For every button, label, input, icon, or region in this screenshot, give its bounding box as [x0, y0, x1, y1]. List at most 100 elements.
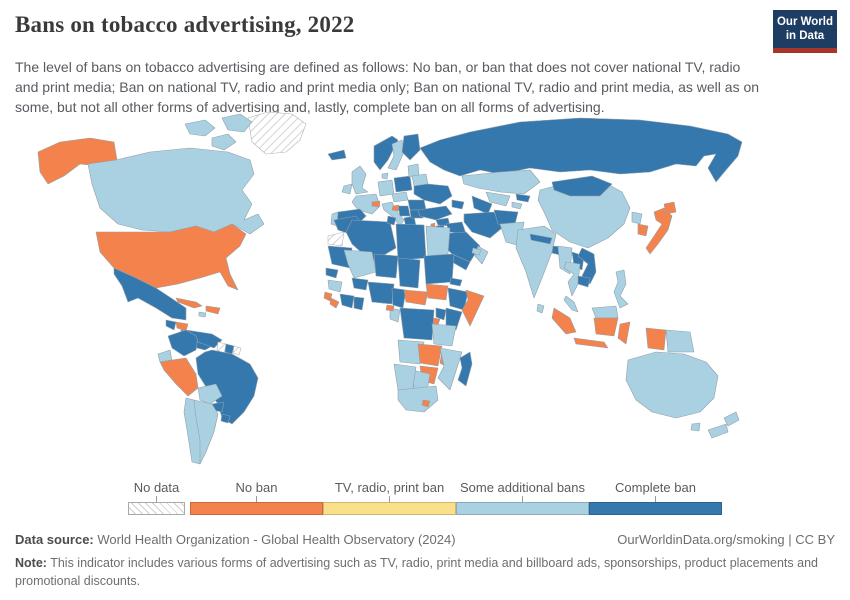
region-ukraine[interactable]: [413, 183, 453, 205]
region-mali[interactable]: [343, 249, 377, 279]
region-libya[interactable]: [395, 223, 427, 261]
region-central-europe[interactable]: [391, 191, 409, 203]
owid-logo[interactable]: Our World in Data: [773, 10, 837, 53]
region-new-zealand-north[interactable]: [723, 411, 740, 427]
region-liberia[interactable]: [329, 297, 340, 309]
region-western-sahara[interactable]: [327, 231, 345, 247]
region-honduras[interactable]: [175, 321, 189, 332]
region-chad[interactable]: [397, 257, 421, 289]
region-iran[interactable]: [463, 211, 503, 239]
region-ghana[interactable]: [353, 296, 365, 311]
region-zambia[interactable]: [417, 343, 443, 367]
region-canada-arctic1[interactable]: [184, 119, 216, 137]
region-mongolia[interactable]: [551, 175, 613, 197]
region-canada-arctic3[interactable]: [211, 133, 237, 151]
region-kenya[interactable]: [445, 307, 463, 331]
region-north-korea[interactable]: [631, 211, 643, 225]
region-caucasus[interactable]: [451, 199, 465, 210]
region-cuba[interactable]: [175, 297, 203, 309]
region-guatemala[interactable]: [165, 319, 177, 331]
region-romania[interactable]: [407, 199, 427, 211]
region-bolivia[interactable]: [197, 383, 223, 405]
region-denmark[interactable]: [381, 172, 389, 180]
region-indonesia-sulawesi[interactable]: [617, 321, 631, 345]
region-hispaniola[interactable]: [205, 305, 221, 315]
region-iceland[interactable]: [327, 149, 347, 161]
region-suriname[interactable]: [224, 343, 235, 355]
region-uae[interactable]: [471, 247, 482, 256]
region-sudan[interactable]: [423, 253, 455, 285]
region-philippines[interactable]: [613, 269, 629, 309]
region-indonesia-kalimantan[interactable]: [593, 317, 619, 337]
region-russia[interactable]: [419, 117, 743, 183]
legend-item-tv-radio-print[interactable]: TV, radio, print ban: [323, 480, 456, 515]
region-tasmania[interactable]: [690, 422, 701, 432]
region-tanzania[interactable]: [431, 323, 457, 347]
region-south-africa[interactable]: [397, 385, 439, 413]
region-equatorial-guinea[interactable]: [385, 304, 395, 312]
region-cote-divoire[interactable]: [339, 293, 355, 309]
region-egypt[interactable]: [425, 225, 451, 257]
region-indonesia-java[interactable]: [573, 337, 609, 349]
region-sri-lanka[interactable]: [536, 303, 545, 314]
region-serbia[interactable]: [397, 205, 411, 217]
region-canada[interactable]: [87, 147, 265, 235]
region-india[interactable]: [515, 225, 557, 299]
owid-link[interactable]: OurWorldinData.org/smoking | CC BY: [617, 532, 835, 547]
region-ireland[interactable]: [341, 183, 353, 195]
region-switzerland[interactable]: [371, 200, 381, 208]
region-sierra-leone[interactable]: [323, 291, 333, 302]
region-nepal[interactable]: [529, 233, 553, 245]
region-finland[interactable]: [401, 133, 421, 161]
region-south-sudan[interactable]: [425, 283, 449, 301]
legend-item-no-ban[interactable]: No ban: [190, 480, 323, 515]
region-sweden[interactable]: [387, 139, 405, 171]
region-turkey[interactable]: [417, 205, 453, 221]
region-venezuela[interactable]: [185, 329, 223, 349]
legend-item-some-additional[interactable]: Some additional bans: [456, 480, 589, 515]
region-madagascar[interactable]: [457, 351, 473, 387]
region-niger[interactable]: [373, 253, 399, 279]
region-cambodia[interactable]: [577, 275, 591, 288]
region-tajikistan[interactable]: [511, 201, 523, 210]
region-south-korea[interactable]: [637, 223, 649, 237]
region-australia[interactable]: [625, 351, 719, 419]
region-poland[interactable]: [393, 175, 413, 193]
region-germany[interactable]: [377, 179, 395, 197]
region-papua-new-guinea[interactable]: [665, 329, 695, 353]
region-mexico[interactable]: [113, 267, 187, 321]
legend-item-complete-ban[interactable]: Complete ban: [589, 480, 722, 515]
region-angola[interactable]: [397, 339, 425, 365]
region-central-african-republic[interactable]: [403, 289, 429, 306]
region-lesotho[interactable]: [421, 399, 431, 408]
region-united-kingdom[interactable]: [351, 165, 369, 195]
legend-no-data[interactable]: No data: [128, 480, 185, 515]
region-japan-main[interactable]: [645, 207, 673, 255]
region-malaysia-borneo[interactable]: [591, 305, 619, 319]
region-uganda[interactable]: [435, 307, 447, 321]
region-new-zealand-south[interactable]: [707, 423, 729, 439]
region-senegal[interactable]: [325, 267, 339, 279]
region-jamaica[interactable]: [198, 311, 207, 318]
region-tunisia[interactable]: [386, 215, 397, 226]
region-bosnia[interactable]: [391, 204, 400, 212]
region-indonesia-papua[interactable]: [645, 327, 667, 351]
region-drc[interactable]: [399, 307, 435, 341]
region-eritrea[interactable]: [449, 277, 463, 287]
region-peru[interactable]: [159, 357, 199, 397]
region-nigeria[interactable]: [367, 281, 395, 305]
region-french-guiana[interactable]: [232, 345, 242, 356]
region-uzbekistan[interactable]: [485, 191, 511, 207]
region-kyrgyzstan[interactable]: [515, 193, 531, 203]
region-guinea[interactable]: [327, 279, 343, 293]
region-greenland[interactable]: [247, 111, 307, 155]
region-malaysia-peninsula[interactable]: [563, 295, 579, 313]
region-gabon[interactable]: [389, 307, 401, 323]
region-mozambique[interactable]: [437, 347, 463, 391]
region-canada-arctic2[interactable]: [221, 113, 253, 133]
region-burkina-faso[interactable]: [351, 277, 369, 291]
region-argentina[interactable]: [193, 399, 219, 465]
region-somalia[interactable]: [461, 289, 485, 327]
region-italy[interactable]: [381, 201, 405, 227]
region-japan-hokkaido[interactable]: [663, 201, 677, 215]
